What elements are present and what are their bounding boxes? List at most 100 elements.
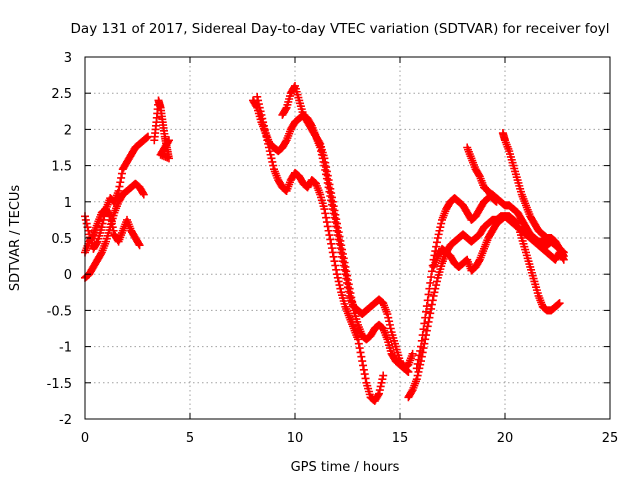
data-point — [346, 289, 355, 298]
data-point — [378, 375, 387, 384]
data-point — [377, 378, 386, 387]
data-point — [357, 352, 366, 361]
data-point — [254, 100, 263, 109]
data-point — [354, 335, 362, 344]
y-tick-label: 0.5 — [51, 232, 72, 247]
data-point — [417, 336, 426, 345]
data-point — [326, 235, 335, 244]
data-point — [114, 186, 123, 195]
data-point — [427, 267, 436, 276]
data-point — [267, 154, 276, 163]
data-point — [327, 244, 336, 253]
series-track-6 — [253, 92, 388, 405]
data-point — [418, 331, 427, 340]
data-point — [384, 313, 393, 322]
axis-ticks — [84, 56, 611, 420]
data-point — [115, 182, 124, 191]
data-point — [348, 297, 357, 306]
x-tick-label: 15 — [392, 431, 409, 446]
data-point — [427, 273, 436, 282]
data-point — [323, 171, 332, 180]
data-point — [426, 309, 435, 318]
y-tick-label: 1 — [64, 196, 72, 211]
data-point — [412, 375, 421, 384]
data-point — [269, 161, 278, 170]
y-tick-label: 2 — [64, 123, 72, 138]
data-point — [117, 169, 126, 178]
y-tick-label: 2.5 — [51, 87, 72, 102]
data-point — [259, 118, 268, 127]
data-point — [255, 103, 264, 112]
data-point — [415, 351, 424, 360]
data-point — [425, 284, 434, 293]
data-point — [422, 302, 431, 311]
data-point — [117, 173, 126, 182]
data-point — [408, 349, 417, 358]
data-point — [435, 226, 444, 235]
data-point — [414, 355, 423, 364]
data-point — [164, 137, 173, 146]
data-point — [333, 270, 341, 279]
data-point — [84, 226, 93, 235]
data-point — [354, 339, 363, 348]
data-point — [329, 202, 338, 211]
data-point — [337, 241, 346, 250]
data-point — [413, 371, 422, 380]
x-tick-label: 25 — [602, 431, 619, 446]
data-point — [343, 271, 352, 280]
data-point — [321, 158, 330, 167]
data-point — [327, 193, 336, 202]
data-point — [361, 374, 370, 383]
y-tick-label: 3 — [64, 51, 72, 66]
data-point — [320, 205, 329, 214]
data-point — [266, 150, 275, 159]
series-track-3 — [81, 179, 148, 282]
data-point — [375, 389, 383, 398]
data-point — [165, 136, 173, 145]
data-point — [424, 317, 433, 326]
data-point — [432, 281, 441, 290]
data-point — [432, 277, 441, 286]
data-point — [336, 236, 345, 245]
data-point — [332, 265, 341, 274]
data-point — [258, 114, 267, 123]
data-point — [419, 325, 428, 334]
data-point — [434, 230, 443, 239]
data-point — [344, 280, 353, 289]
data-point — [260, 125, 269, 134]
y-tick-labels: -2 -1.5 -1 -0.5 0 0.5 1 1.5 2 2.5 3 — [47, 51, 72, 428]
data-point — [429, 291, 438, 300]
data-point — [328, 197, 337, 206]
data-point — [426, 278, 435, 287]
y-axis-label: SDTVAR / TECUs — [8, 185, 23, 292]
data-point — [558, 250, 567, 259]
data-point — [359, 365, 368, 374]
data-point — [359, 361, 368, 370]
data-point — [322, 167, 331, 176]
data-point — [474, 257, 483, 266]
data-point — [96, 249, 105, 258]
data-point — [315, 138, 324, 147]
y-tick-label: -2 — [59, 413, 72, 428]
data-points — [81, 81, 568, 405]
data-point — [281, 105, 290, 114]
data-point — [355, 344, 364, 353]
data-point — [332, 215, 341, 224]
data-point — [339, 254, 348, 263]
data-point — [322, 218, 331, 227]
data-point — [322, 213, 331, 222]
data-point — [326, 184, 335, 193]
data-point — [374, 391, 383, 400]
x-tick-label: 0 — [81, 431, 89, 446]
data-point — [340, 258, 349, 267]
data-point — [420, 319, 429, 328]
data-point — [347, 293, 356, 302]
y-tick-label: 1.5 — [51, 160, 72, 175]
y-tick-label: 0 — [64, 268, 72, 283]
data-point — [333, 273, 342, 282]
data-point — [324, 176, 333, 185]
data-point — [81, 215, 90, 224]
data-point — [338, 249, 347, 258]
y-tick-label: -1 — [59, 341, 72, 356]
data-point — [423, 296, 432, 305]
